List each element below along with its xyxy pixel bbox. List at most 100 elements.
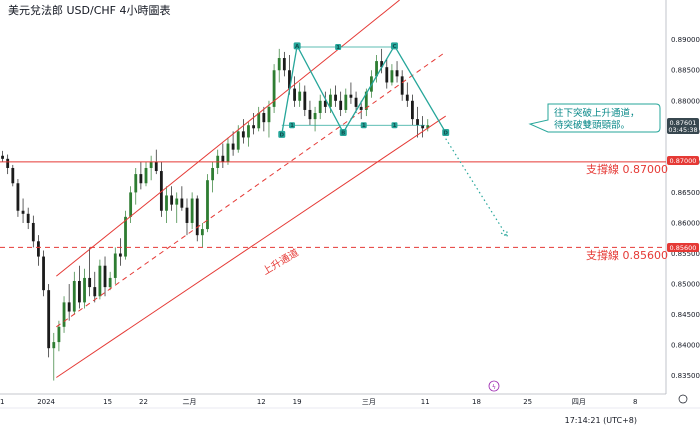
candle-body	[108, 277, 112, 288]
y-tick-label: 0.88500	[671, 67, 700, 75]
candle-body	[390, 70, 394, 83]
event-icon-glyph: ϟ	[492, 384, 496, 391]
chart-title: 美元兌法郎 USD/CHF 4小時圖表	[8, 3, 170, 17]
x-axis: 1 2024 15 22 二月 12 19 三月 11 18 25 四月 8	[0, 398, 637, 406]
x-tick-label: 2024	[37, 398, 55, 406]
support-label-0870: 支撐線 0.87000	[586, 162, 668, 176]
candle-body	[277, 58, 281, 71]
candle-body	[52, 342, 56, 349]
annotation-line-1: 往下突破上升通道，	[554, 107, 640, 119]
candle-body	[334, 94, 337, 101]
channel-middle-line	[56, 51, 446, 328]
candle-body	[298, 91, 302, 101]
candle-body	[47, 290, 51, 349]
candle-body	[257, 113, 261, 129]
candle-body	[211, 167, 215, 181]
price-pill-0870-text: 0.87000	[670, 157, 697, 165]
x-tick-label: 25	[523, 398, 532, 406]
pattern-point-4	[442, 129, 450, 137]
candle-body	[206, 180, 209, 230]
y-tick-label: 0.83500	[671, 372, 700, 380]
candle-body	[103, 265, 107, 288]
candle-body	[149, 161, 153, 168]
x-tick-label: 18	[472, 398, 481, 406]
candle-body	[339, 100, 343, 110]
candle-body	[16, 183, 20, 211]
candle-body	[26, 213, 30, 223]
x-tick-label: 1	[0, 398, 4, 406]
candle-body	[354, 97, 358, 107]
x-tick-label: 三月	[362, 398, 376, 406]
candle-body	[313, 113, 317, 120]
candle-body	[159, 171, 163, 211]
y-tick-label: 0.85500	[671, 250, 700, 258]
candle-body	[349, 94, 353, 98]
event-icon[interactable]	[488, 380, 500, 392]
x-tick-label: 12	[257, 398, 266, 406]
pattern-mark-label: 1	[336, 45, 340, 51]
candle-body	[282, 58, 286, 71]
pattern-mark-1	[289, 122, 296, 129]
candle-body	[83, 277, 86, 303]
y-tick-label: 0.86500	[671, 189, 700, 197]
pattern-mark-label: 1	[290, 123, 294, 129]
candle-body	[247, 125, 250, 138]
candle-body	[267, 106, 271, 123]
pattern-mark-2	[360, 122, 367, 129]
annotation-bubble	[528, 103, 661, 133]
candle-body	[241, 131, 245, 138]
candle-body	[195, 198, 199, 236]
candle-body	[200, 229, 204, 236]
pattern-point-label: A	[295, 44, 300, 50]
candle-body	[185, 207, 189, 223]
candle-body	[88, 277, 92, 288]
y-tick-label: 0.84500	[671, 311, 700, 319]
candle-body	[72, 280, 76, 312]
candle-body	[139, 174, 143, 184]
candle-body	[226, 143, 230, 162]
candle-body	[380, 61, 384, 68]
candle-body	[231, 143, 235, 150]
candle-body	[134, 174, 138, 193]
candle-body	[375, 61, 378, 77]
x-tick-label: 19	[293, 398, 302, 406]
x-tick-label: 11	[421, 398, 430, 406]
candle-body	[190, 198, 194, 223]
y-tick-label: 0.84000	[671, 342, 700, 350]
pattern-point-label: D	[443, 131, 448, 137]
pattern-point-1	[293, 42, 301, 50]
pattern-mark-3	[391, 122, 398, 129]
candle-body	[67, 302, 71, 312]
pattern-point-label: B	[341, 131, 345, 137]
candle-body	[165, 195, 168, 211]
projection-arrowhead	[500, 229, 508, 238]
price-pill-0856-text: 0.85600	[670, 244, 697, 252]
projection-arrow	[445, 138, 508, 237]
countdown-text: 03:45:38	[668, 126, 697, 134]
candle-body	[318, 100, 322, 114]
support-label-0856: 支撐線 0.85600	[586, 248, 668, 262]
candle-body	[129, 192, 133, 217]
clock-text: 17:14:21 (UTC+8)	[565, 416, 637, 425]
candle-body	[175, 198, 179, 205]
candle-body	[236, 131, 240, 150]
x-tick-label: 四月	[572, 398, 586, 406]
y-tick-label: 0.86000	[671, 219, 700, 227]
settings-icon[interactable]	[678, 394, 688, 404]
y-tick-label: 0.88000	[671, 97, 700, 105]
candle-body	[77, 280, 81, 303]
candle-body	[221, 155, 225, 162]
candle-body	[170, 195, 174, 205]
candle-body	[364, 91, 368, 110]
candle-body	[288, 70, 291, 89]
candle-body	[395, 70, 399, 77]
channel-upper-line	[56, 0, 400, 277]
candle-body	[57, 326, 61, 343]
candle-body	[272, 70, 276, 107]
candle-body	[329, 94, 332, 107]
x-tick-label: 15	[103, 398, 112, 406]
candle-body	[416, 119, 419, 126]
candle-body	[37, 241, 40, 257]
price-pill-0870	[667, 156, 699, 165]
